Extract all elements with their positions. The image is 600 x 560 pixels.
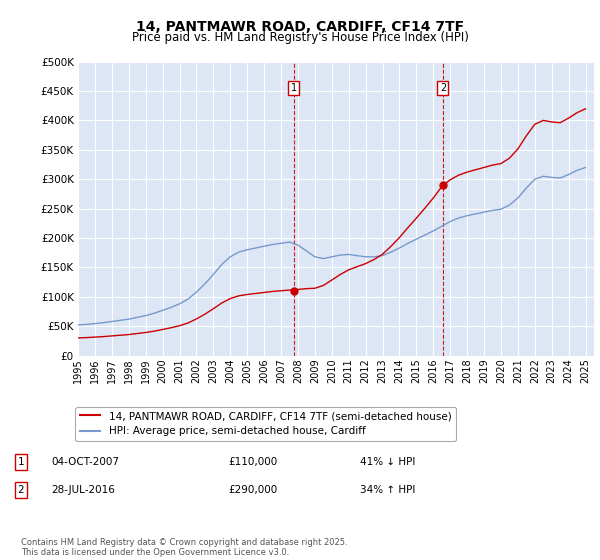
Text: 1: 1 [290,83,297,93]
Text: 14, PANTMAWR ROAD, CARDIFF, CF14 7TF: 14, PANTMAWR ROAD, CARDIFF, CF14 7TF [136,20,464,34]
Text: 1: 1 [17,457,25,467]
Text: Price paid vs. HM Land Registry's House Price Index (HPI): Price paid vs. HM Land Registry's House … [131,31,469,44]
Text: 34% ↑ HPI: 34% ↑ HPI [360,485,415,495]
Text: Contains HM Land Registry data © Crown copyright and database right 2025.
This d: Contains HM Land Registry data © Crown c… [21,538,347,557]
Text: £110,000: £110,000 [228,457,277,467]
Text: £290,000: £290,000 [228,485,277,495]
Text: 2: 2 [17,485,25,495]
Text: 04-OCT-2007: 04-OCT-2007 [51,457,119,467]
Text: 41% ↓ HPI: 41% ↓ HPI [360,457,415,467]
Text: 2: 2 [440,83,446,93]
Text: 28-JUL-2016: 28-JUL-2016 [51,485,115,495]
Legend: 14, PANTMAWR ROAD, CARDIFF, CF14 7TF (semi-detached house), HPI: Average price, : 14, PANTMAWR ROAD, CARDIFF, CF14 7TF (se… [76,407,455,441]
